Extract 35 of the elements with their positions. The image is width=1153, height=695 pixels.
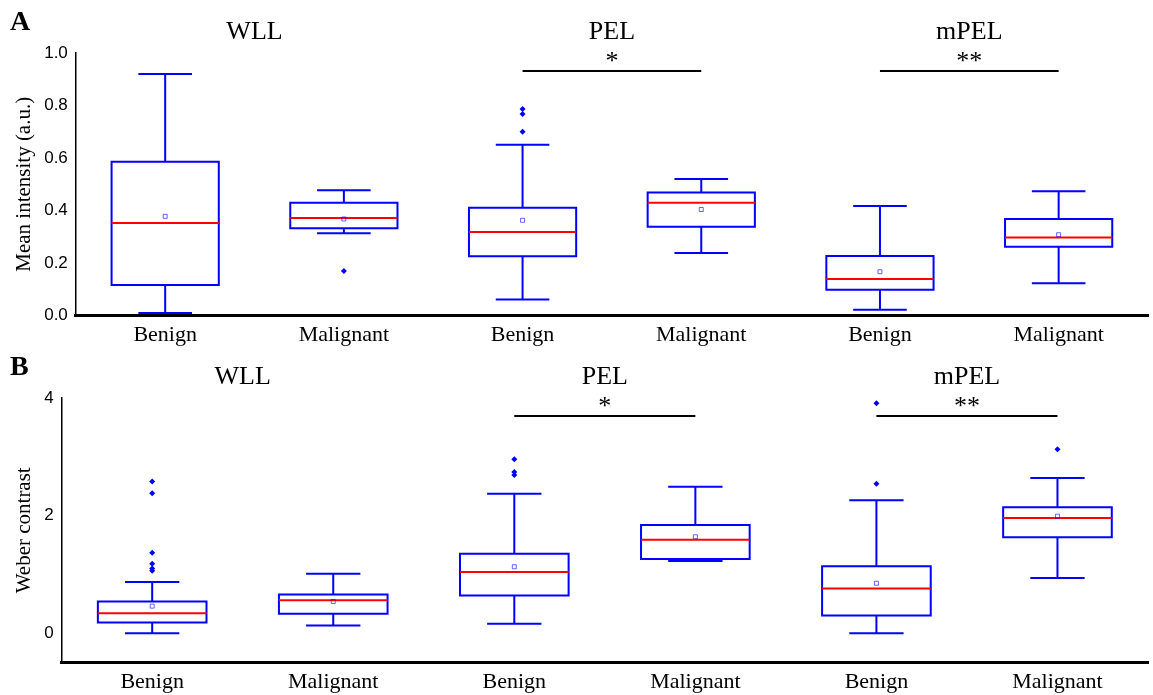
text: WLL	[226, 15, 283, 45]
x-tick-label: Malignant	[288, 667, 379, 693]
annotation: **	[953, 390, 980, 420]
y-tick-label: 0.8	[44, 95, 68, 115]
text: A	[10, 5, 31, 37]
y-axis-title: Weber contrast	[11, 467, 36, 594]
y-tick-label: 0.6	[44, 147, 68, 167]
x-tick-label: Benign	[482, 667, 547, 693]
y-tick-label: 0.2	[44, 252, 68, 272]
x-tick-label: Benign	[120, 667, 184, 693]
text: PEL	[581, 360, 628, 390]
annotation: *	[598, 390, 612, 420]
y-axis-title: Mean intensity (a.u.)	[11, 96, 36, 272]
y-tick-label: 1.0	[44, 42, 68, 62]
x-tick-label: Benign	[490, 320, 555, 346]
text: B	[10, 350, 29, 382]
y-tick-label: 0	[44, 622, 54, 642]
text: WLL	[214, 360, 271, 390]
text: PEL	[588, 15, 636, 45]
x-tick-label: Malignant	[1012, 667, 1103, 693]
x-tick-label: Benign	[848, 320, 912, 346]
x-tick-label: Benign	[844, 667, 909, 693]
x-tick-label: Malignant	[298, 320, 390, 346]
y-tick-label: 2	[44, 505, 54, 525]
y-tick-label: 0.4	[44, 200, 68, 220]
text: mPEL	[936, 15, 1003, 45]
x-tick-label: Malignant	[650, 667, 741, 693]
x-tick-label: Malignant	[1013, 320, 1104, 346]
annotation: **	[956, 45, 983, 75]
x-tick-label: Malignant	[656, 320, 747, 346]
y-tick-label: 4	[44, 387, 54, 407]
annotation: *	[605, 45, 619, 75]
y-tick-label: 0.0	[44, 305, 68, 325]
x-tick-label: Benign	[133, 320, 197, 346]
text: mPEL	[933, 360, 1001, 390]
